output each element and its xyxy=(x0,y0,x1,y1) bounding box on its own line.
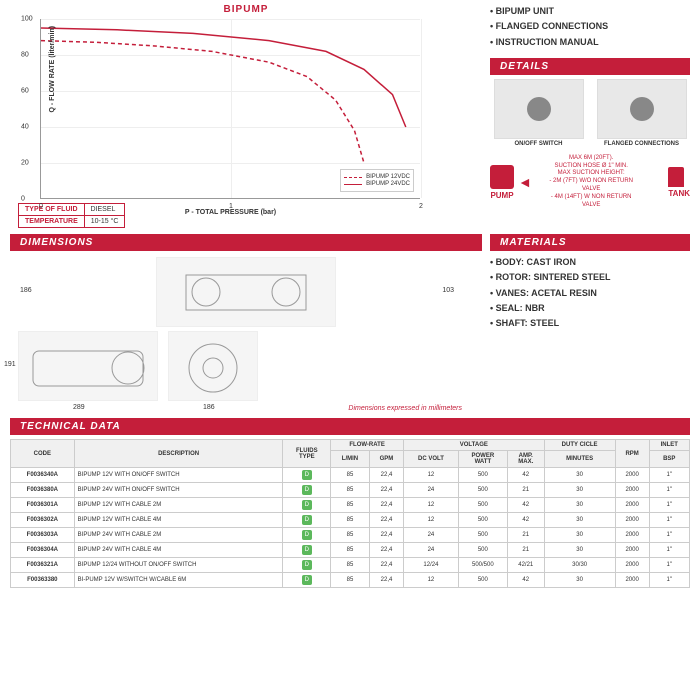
table-row: F0036304ABIPUMP 24V WITH CABLE 4MD8522,4… xyxy=(11,543,690,558)
dimension-drawing-side xyxy=(18,331,158,401)
detail-image xyxy=(494,79,584,139)
fluid-info-box: TYPE OF FLUIDDIESELTEMPERATURE10-15 °C xyxy=(18,203,125,228)
table-row: F0036303ABIPUMP 24V WITH CABLE 2MD8522,4… xyxy=(11,528,690,543)
list-item: INSTRUCTION MANUAL xyxy=(490,35,690,50)
arrow-left-icon: ◄ xyxy=(518,174,532,190)
detail-image xyxy=(597,79,687,139)
chart-title: BIPUMP xyxy=(10,4,482,15)
chart-legend: BIPUMP 12VDCBIPUMP 24VDC xyxy=(340,169,414,192)
list-item: SHAFT: STEEL xyxy=(490,316,690,331)
tank-icon xyxy=(668,167,684,187)
list-item: BODY: CAST IRON xyxy=(490,255,690,270)
table-row: F00363380BI-PUMP 12V W/SWITCH W/CABLE 6M… xyxy=(11,573,690,588)
dimension-drawing-front xyxy=(168,331,258,401)
table-row: F0036321ABIPUMP 12/24 WITHOUT ON/OFF SWI… xyxy=(11,558,690,573)
list-item: FLANGED CONNECTIONS xyxy=(490,19,690,34)
materials-list: BODY: CAST IRONROTOR: SINTERED STEELVANE… xyxy=(490,255,690,331)
pump-icon xyxy=(490,165,514,189)
details-header: DETAILS xyxy=(490,58,690,75)
table-row: F0036301ABIPUMP 12V WITH CABLE 2MD8522,4… xyxy=(11,498,690,513)
table-row: F0036340ABIPUMP 12V WITH ON/OFF SWITCHD8… xyxy=(11,468,690,483)
y-axis-label: Q - FLOW RATE (liter/min) xyxy=(49,25,56,112)
table-row: F0036302ABIPUMP 12V WITH CABLE 4MD8522,4… xyxy=(11,513,690,528)
x-axis-label: P - TOTAL PRESSURE (bar) xyxy=(185,209,276,216)
flow-rate-chart: Q - FLOW RATE (liter/min) P - TOTAL PRES… xyxy=(40,19,420,199)
package-contents-list: BIPUMP UNITFLANGED CONNECTIONSINSTRUCTIO… xyxy=(490,4,690,50)
list-item: ROTOR: SINTERED STEEL xyxy=(490,270,690,285)
table-row: F0036380ABIPUMP 24V WITH ON/OFF SWITCHD8… xyxy=(11,483,690,498)
dimension-drawing-top xyxy=(156,257,336,327)
dimensions-header: DIMENSIONS xyxy=(10,234,482,251)
list-item: SEAL: NBR xyxy=(490,301,690,316)
technical-data-table: CODEDESCRIPTIONFLUIDSTYPEFLOW-RATEVOLTAG… xyxy=(10,439,690,588)
list-item: BIPUMP UNIT xyxy=(490,4,690,19)
pump-tank-diagram: PUMP ◄ MAX 6M (20FT).SUCTION HOSE Ø 1" M… xyxy=(490,151,690,214)
list-item: VANES: ACETAL RESIN xyxy=(490,286,690,301)
technical-data-header: TECHNICAL DATA xyxy=(10,418,690,435)
materials-header: MATERIALS xyxy=(490,234,690,251)
